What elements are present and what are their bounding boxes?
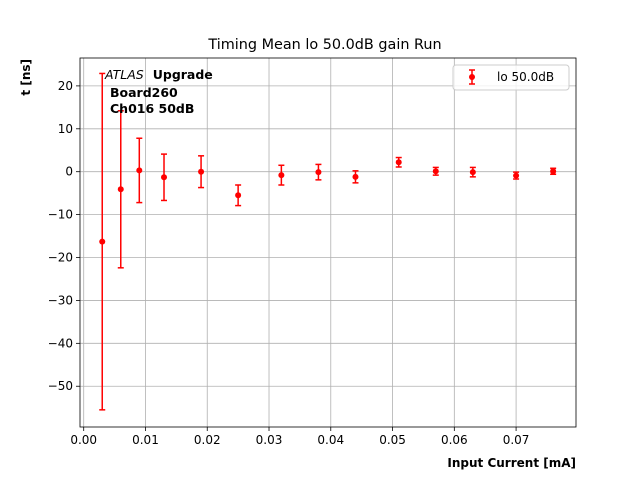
legend: lo 50.0dB: [452, 64, 570, 91]
legend-marker: [469, 74, 475, 80]
data-point: [278, 172, 285, 179]
y-tick-label: −40: [48, 336, 73, 350]
data-point: [432, 168, 439, 175]
x-tick-label: 0.00: [70, 433, 97, 447]
x-tick-label: 0.05: [379, 433, 406, 447]
legend-series-label: lo 50.0dB: [497, 70, 554, 84]
y-tick-label: 10: [58, 122, 73, 136]
y-tick-label: −30: [48, 293, 73, 307]
x-tick-label: 0.02: [194, 433, 221, 447]
atlas-annotation: ATLAS Upgrade Board260 Ch016 50dB: [104, 67, 213, 116]
x-tick-label: 0.04: [317, 433, 344, 447]
y-tick-label: 0: [65, 165, 73, 179]
channel-label: Ch016 50dB: [110, 101, 194, 116]
data-point: [117, 186, 124, 193]
y-tick-label: −10: [48, 208, 73, 222]
chart-title: Timing Mean lo 50.0dB gain Run: [207, 37, 441, 53]
data-point: [315, 169, 322, 176]
data-point: [235, 192, 242, 199]
grid-lines: [80, 58, 576, 427]
data-point: [513, 172, 520, 179]
data-point: [99, 238, 106, 245]
axis-ticks: 0.00 0.01 0.02 0.03 0.04 0.05 0.06 0.07 −50 −40 −3…: [48, 79, 530, 447]
atlas-label: ATLAS: [104, 67, 144, 82]
data-point: [136, 167, 143, 174]
y-axis-label: t [ns]: [19, 59, 33, 96]
x-tick-label: 0.07: [503, 433, 530, 447]
data-point: [550, 168, 557, 175]
data-point: [161, 174, 168, 181]
y-tick-label: −20: [48, 251, 73, 265]
y-tick-label: −50: [48, 379, 73, 393]
x-tick-label: 0.06: [441, 433, 468, 447]
svg-text:ATLAS Upgrade: ATLAS Upgrade: [104, 67, 213, 82]
x-tick-label: 0.01: [132, 433, 159, 447]
data-series: [99, 72, 557, 411]
data-point: [352, 173, 359, 180]
y-tick-label: 20: [58, 79, 73, 93]
upgrade-label: Upgrade: [153, 67, 213, 82]
legend-box: [452, 64, 570, 91]
x-tick-label: 0.03: [256, 433, 283, 447]
data-point: [198, 168, 205, 175]
plot-frame: [79, 57, 577, 428]
data-point: [469, 169, 476, 176]
data-point: [395, 159, 402, 166]
board-label: Board260: [110, 85, 178, 100]
x-axis-label: Input Current [mA]: [447, 456, 576, 470]
